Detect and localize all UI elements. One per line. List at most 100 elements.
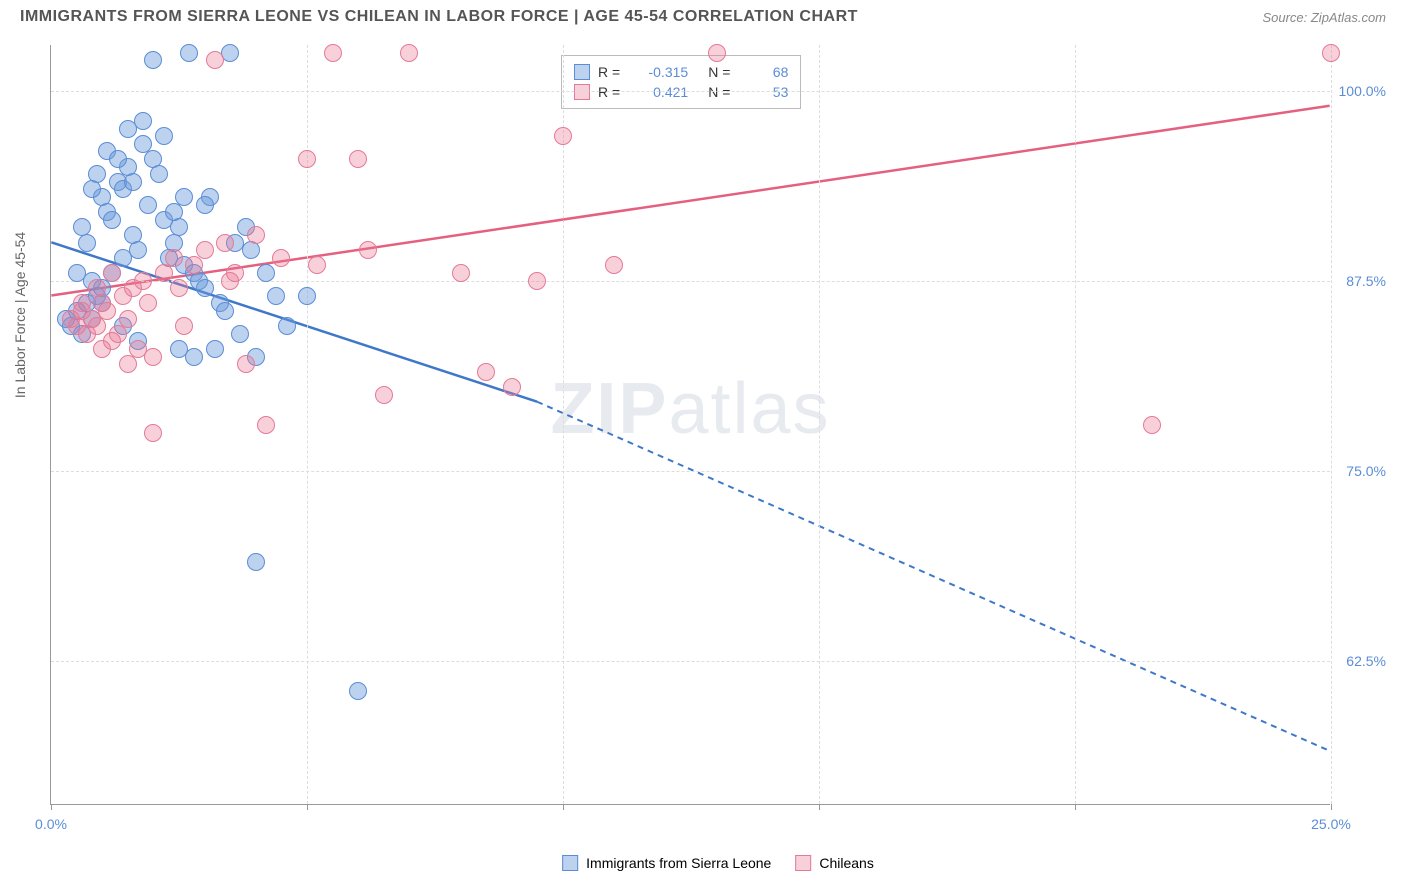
- scatter-point: [88, 279, 106, 297]
- scatter-point: [375, 386, 393, 404]
- x-tick-mark: [563, 804, 564, 810]
- scatter-point: [257, 264, 275, 282]
- scatter-point: [155, 127, 173, 145]
- gridline-vertical: [1075, 45, 1076, 804]
- trend-lines-layer: [51, 45, 1330, 804]
- trend-line-extrapolated: [537, 402, 1330, 751]
- scatter-point: [247, 226, 265, 244]
- y-tick-label: 87.5%: [1346, 273, 1386, 289]
- scatter-point: [298, 150, 316, 168]
- scatter-point: [124, 173, 142, 191]
- x-tick-mark: [819, 804, 820, 810]
- scatter-point: [144, 348, 162, 366]
- legend-swatch: [574, 84, 590, 100]
- scatter-point: [103, 211, 121, 229]
- x-tick-mark: [51, 804, 52, 810]
- scatter-point: [349, 150, 367, 168]
- y-tick-label: 100.0%: [1339, 83, 1386, 99]
- legend-r-value: -0.315: [628, 64, 688, 80]
- scatter-point: [231, 325, 249, 343]
- series-legend: Immigrants from Sierra Leone Chileans: [562, 855, 874, 871]
- scatter-point: [129, 241, 147, 259]
- bottom-legend-label: Immigrants from Sierra Leone: [586, 855, 771, 871]
- legend-swatch: [795, 855, 811, 871]
- scatter-point: [119, 355, 137, 373]
- gridline-vertical: [819, 45, 820, 804]
- source-attribution: Source: ZipAtlas.com: [1262, 10, 1386, 25]
- scatter-point: [324, 44, 342, 62]
- gridline-horizontal: [51, 471, 1330, 472]
- scatter-point: [708, 44, 726, 62]
- x-tick-mark: [1075, 804, 1076, 810]
- watermark: ZIPatlas: [550, 368, 830, 450]
- scatter-point: [206, 51, 224, 69]
- scatter-point: [237, 355, 255, 373]
- scatter-point: [554, 127, 572, 145]
- scatter-point: [221, 44, 239, 62]
- scatter-point: [216, 234, 234, 252]
- scatter-point: [134, 272, 152, 290]
- scatter-point: [109, 325, 127, 343]
- legend-row: R =-0.315N =68: [574, 62, 788, 82]
- scatter-point: [134, 112, 152, 130]
- scatter-point: [98, 302, 116, 320]
- scatter-point: [196, 279, 214, 297]
- x-tick-mark: [1331, 804, 1332, 810]
- scatter-point: [78, 234, 96, 252]
- scatter-point: [185, 348, 203, 366]
- scatter-point: [206, 340, 224, 358]
- scatter-point: [452, 264, 470, 282]
- trend-line: [51, 106, 1329, 296]
- stats-legend: R =-0.315N =68R =0.421N =53: [561, 55, 801, 109]
- plot-area: ZIPatlas R =-0.315N =68R =0.421N =53 62.…: [50, 45, 1330, 805]
- bottom-legend-item: Chileans: [795, 855, 873, 871]
- scatter-point: [88, 317, 106, 335]
- scatter-point: [1143, 416, 1161, 434]
- gridline-vertical: [1331, 45, 1332, 804]
- scatter-point: [196, 196, 214, 214]
- legend-swatch: [562, 855, 578, 871]
- scatter-point: [221, 272, 239, 290]
- legend-r-value: 0.421: [628, 84, 688, 100]
- legend-n-value: 68: [738, 64, 788, 80]
- scatter-point: [103, 264, 121, 282]
- legend-n-prefix: N =: [708, 64, 730, 80]
- scatter-point: [196, 241, 214, 259]
- scatter-point: [93, 340, 111, 358]
- scatter-point: [349, 682, 367, 700]
- scatter-point: [185, 256, 203, 274]
- scatter-point: [119, 310, 137, 328]
- scatter-point: [155, 264, 173, 282]
- y-tick-label: 75.0%: [1346, 463, 1386, 479]
- bottom-legend-label: Chileans: [819, 855, 873, 871]
- scatter-point: [257, 416, 275, 434]
- x-tick-mark: [307, 804, 308, 810]
- scatter-point: [150, 165, 168, 183]
- x-tick-label: 0.0%: [35, 816, 67, 832]
- scatter-point: [109, 150, 127, 168]
- scatter-point: [170, 279, 188, 297]
- y-tick-label: 62.5%: [1346, 653, 1386, 669]
- scatter-point: [165, 249, 183, 267]
- y-axis-label: In Labor Force | Age 45-54: [12, 232, 28, 398]
- legend-n-prefix: N =: [708, 84, 730, 100]
- scatter-point: [267, 287, 285, 305]
- gridline-horizontal: [51, 91, 1330, 92]
- scatter-point: [308, 256, 326, 274]
- scatter-point: [144, 424, 162, 442]
- scatter-point: [477, 363, 495, 381]
- scatter-point: [88, 165, 106, 183]
- scatter-point: [278, 317, 296, 335]
- scatter-point: [359, 241, 377, 259]
- scatter-point: [139, 294, 157, 312]
- gridline-horizontal: [51, 281, 1330, 282]
- scatter-point: [144, 51, 162, 69]
- chart-title: IMMIGRANTS FROM SIERRA LEONE VS CHILEAN …: [20, 8, 858, 26]
- scatter-point: [400, 44, 418, 62]
- legend-r-prefix: R =: [598, 84, 620, 100]
- scatter-point: [165, 203, 183, 221]
- scatter-point: [605, 256, 623, 274]
- legend-row: R =0.421N =53: [574, 82, 788, 102]
- scatter-point: [503, 378, 521, 396]
- gridline-vertical: [563, 45, 564, 804]
